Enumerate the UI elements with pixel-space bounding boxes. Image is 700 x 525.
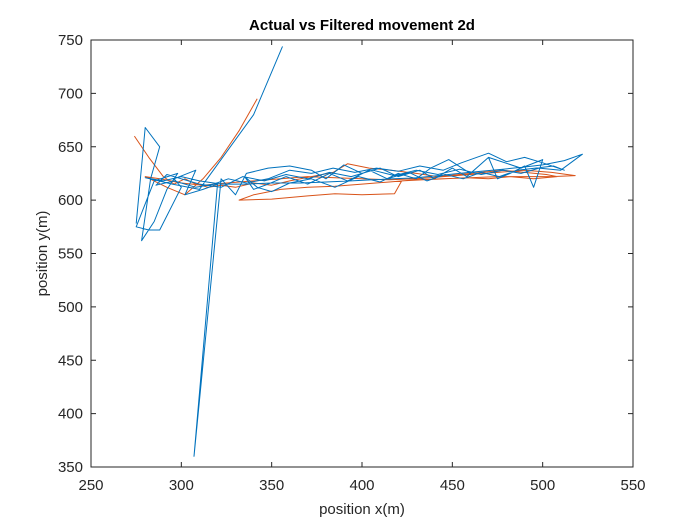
y-axis-label: position y(m) <box>34 211 51 297</box>
series-line-1 <box>135 46 583 457</box>
x-tick-label: 400 <box>349 477 374 494</box>
y-tick-label: 750 <box>58 32 83 49</box>
y-tick-label: 450 <box>58 352 83 369</box>
x-tick-label: 300 <box>169 477 194 494</box>
y-tick-label: 700 <box>58 85 83 102</box>
x-tick-label: 500 <box>530 477 555 494</box>
y-tick-label: 650 <box>58 139 83 156</box>
series-line-2 <box>133 98 576 201</box>
x-tick-label: 550 <box>620 477 645 494</box>
y-tick-label: 600 <box>58 192 83 209</box>
x-tick-label: 350 <box>259 477 284 494</box>
y-tick-label: 550 <box>58 246 83 263</box>
y-tick-label: 400 <box>58 406 83 423</box>
y-tick-label: 350 <box>58 459 83 476</box>
plot-area <box>91 40 633 467</box>
chart-title: Actual vs Filtered movement 2d <box>249 17 475 34</box>
x-tick-label: 450 <box>440 477 465 494</box>
ticks-layer: 250 300 350 400 450 500 550 350 400 450 500 550 600 6… <box>58 32 646 494</box>
x-axis-label: position x(m) <box>319 501 405 518</box>
x-tick-label: 250 <box>78 477 103 494</box>
y-tick-label: 500 <box>58 299 83 316</box>
series-layer <box>133 46 583 457</box>
